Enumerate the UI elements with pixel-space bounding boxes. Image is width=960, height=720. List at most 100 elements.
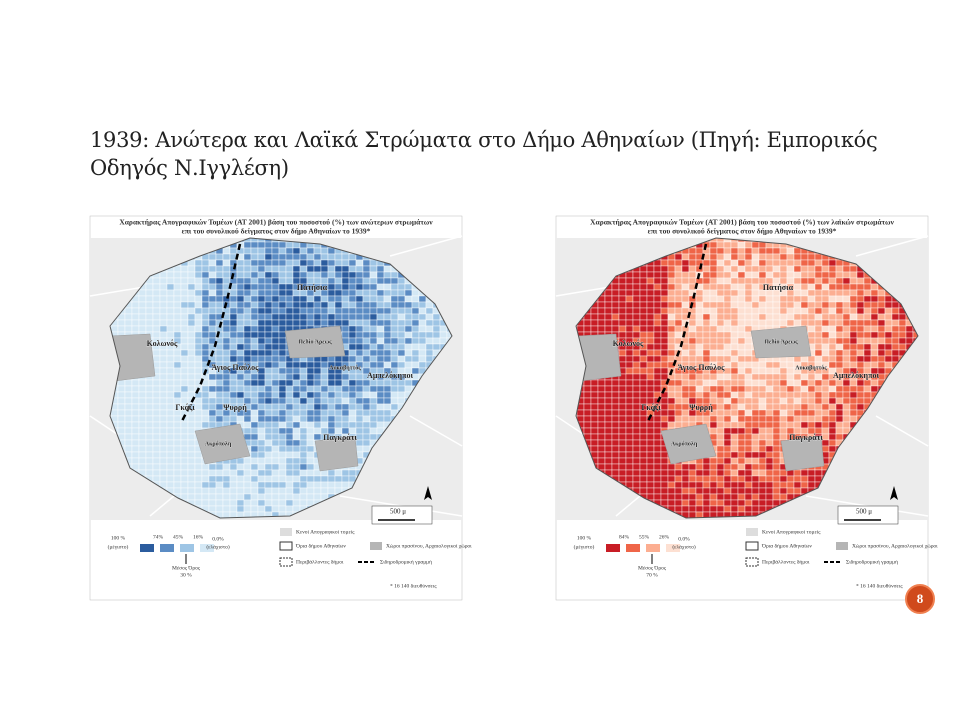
- tract: [208, 289, 217, 297]
- tract: [201, 295, 210, 303]
- tract: [201, 289, 210, 297]
- tract: [397, 355, 406, 363]
- tract: [744, 415, 753, 423]
- tract: [180, 457, 189, 465]
- tract: [618, 421, 627, 429]
- tract: [744, 505, 753, 513]
- tract: [222, 331, 231, 339]
- tract: [383, 403, 392, 411]
- tract: [306, 469, 315, 477]
- tract: [194, 469, 203, 477]
- tract: [800, 481, 809, 489]
- tract: [611, 433, 620, 441]
- tract: [201, 325, 210, 333]
- tract: [800, 373, 809, 381]
- tract: [173, 385, 182, 393]
- tract: [870, 301, 879, 309]
- tract: [334, 271, 343, 279]
- tract: [194, 289, 203, 297]
- tract: [814, 253, 823, 261]
- tract: [159, 307, 168, 315]
- tract: [632, 373, 641, 381]
- tract: [737, 391, 746, 399]
- tract: [618, 475, 627, 483]
- tract: [397, 283, 406, 291]
- tract: [730, 337, 739, 345]
- tract: [250, 337, 259, 345]
- tract: [779, 397, 788, 405]
- tract: [383, 289, 392, 297]
- tract: [849, 349, 858, 357]
- tract: [765, 469, 774, 477]
- tract: [744, 319, 753, 327]
- tract: [702, 355, 711, 363]
- tract: [180, 475, 189, 483]
- tract: [376, 325, 385, 333]
- tract: [250, 247, 259, 255]
- tract: [702, 319, 711, 327]
- tract: [404, 289, 413, 297]
- tract: [821, 325, 830, 333]
- tract: [383, 397, 392, 405]
- tract: [702, 475, 711, 483]
- tract: [807, 397, 816, 405]
- tract: [737, 415, 746, 423]
- tract: [632, 433, 641, 441]
- tract: [604, 421, 613, 429]
- tract: [835, 307, 844, 315]
- tract: [145, 427, 154, 435]
- tract: [751, 361, 760, 369]
- tract: [779, 259, 788, 267]
- tract: [786, 385, 795, 393]
- tract: [208, 379, 217, 387]
- tract: [653, 451, 662, 459]
- tract: [779, 361, 788, 369]
- tract: [800, 301, 809, 309]
- tract: [723, 361, 732, 369]
- tract: [299, 367, 308, 375]
- tract: [397, 361, 406, 369]
- tract: [765, 433, 774, 441]
- tract: [383, 409, 392, 417]
- legend-swatch: [140, 544, 154, 552]
- tract: [800, 385, 809, 393]
- tract: [723, 259, 732, 267]
- tract: [856, 391, 865, 399]
- place-label: Κολωνός: [147, 339, 178, 348]
- tract: [709, 385, 718, 393]
- tract: [751, 493, 760, 501]
- tract: [397, 319, 406, 327]
- tract: [702, 289, 711, 297]
- tract: [639, 265, 648, 273]
- tract: [618, 313, 627, 321]
- tract: [786, 295, 795, 303]
- tract: [397, 379, 406, 387]
- tract: [313, 403, 322, 411]
- tract: [187, 493, 196, 501]
- tract: [849, 343, 858, 351]
- tract: [611, 325, 620, 333]
- tract: [425, 307, 434, 315]
- tract: [306, 271, 315, 279]
- tract: [821, 259, 830, 267]
- tract: [411, 295, 420, 303]
- tract: [187, 379, 196, 387]
- tract: [639, 379, 648, 387]
- tract: [376, 301, 385, 309]
- tract: [320, 271, 329, 279]
- tract: [646, 319, 655, 327]
- tract: [215, 505, 224, 513]
- tract: [695, 307, 704, 315]
- tract: [362, 427, 371, 435]
- tract: [758, 457, 767, 465]
- tract: [355, 289, 364, 297]
- tract: [313, 307, 322, 315]
- tract: [695, 313, 704, 321]
- tract: [264, 463, 273, 471]
- tract: [821, 271, 830, 279]
- tract: [348, 403, 357, 411]
- tract: [681, 301, 690, 309]
- tract: [849, 325, 858, 333]
- tract: [765, 439, 774, 447]
- tract: [604, 403, 613, 411]
